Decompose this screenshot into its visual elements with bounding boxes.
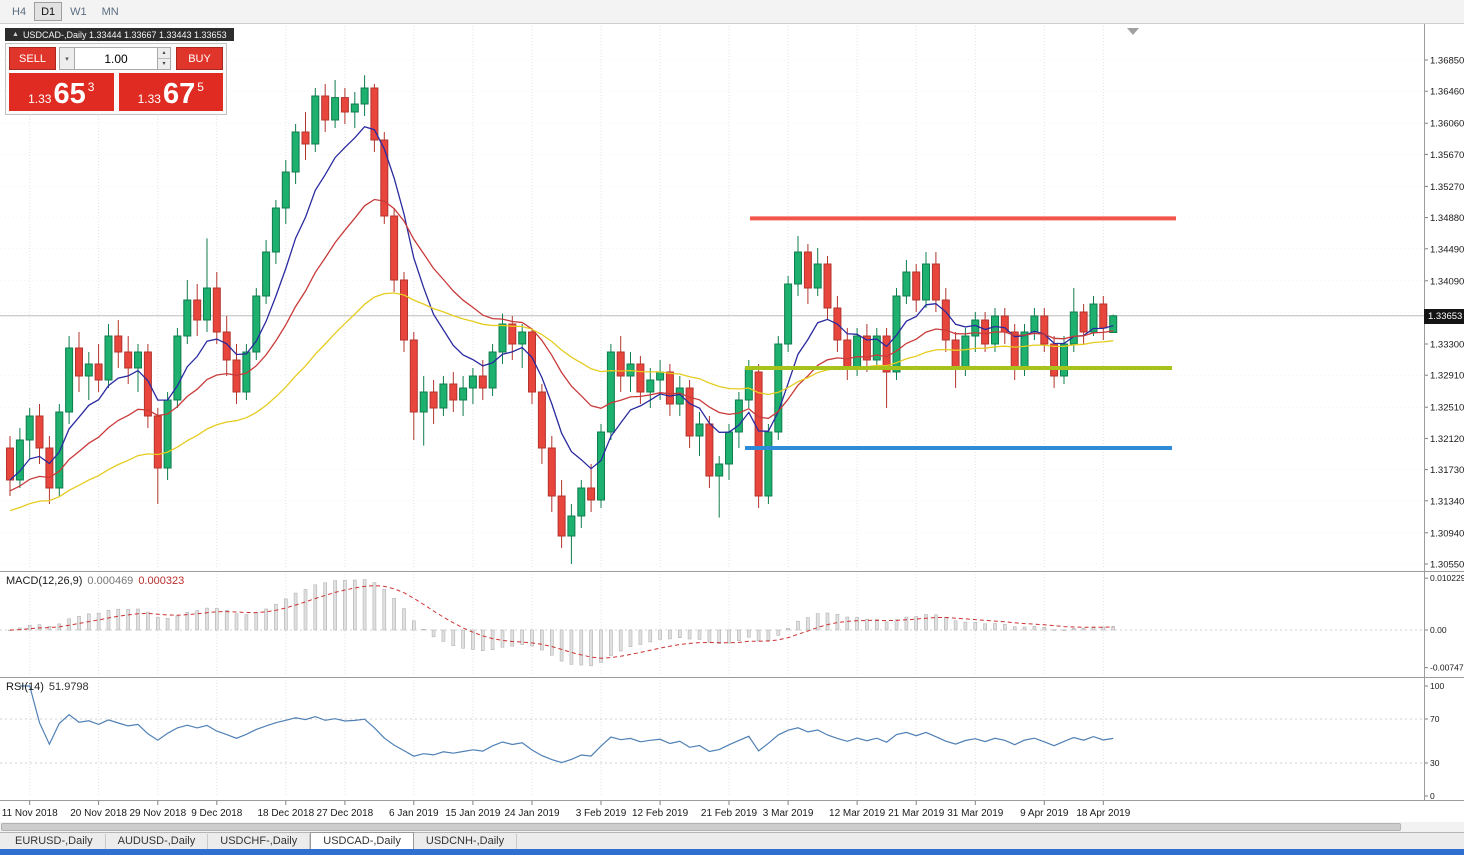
- svg-text:1.30550: 1.30550: [1430, 560, 1464, 571]
- svg-text:1.31730: 1.31730: [1430, 465, 1464, 476]
- svg-text:0: 0: [1430, 791, 1435, 801]
- trend-lines: [745, 28, 1176, 450]
- chart-h-scrollbar: [0, 822, 1464, 832]
- buy-price-figure: 1.33: [137, 92, 161, 106]
- svg-text:1.34490: 1.34490: [1430, 244, 1464, 255]
- macd-indicator-label: MACD(12,26,9) 0.000469 0.000323: [6, 575, 184, 587]
- buy-price-point: 5: [197, 80, 204, 94]
- rsi-name: RSI(14): [6, 681, 44, 693]
- buy-price-display[interactable]: 1.33 67 5: [118, 73, 223, 111]
- panel-separators: [0, 24, 1464, 801]
- svg-text:0.00: 0.00: [1430, 625, 1447, 635]
- rsi-value: 51.9798: [48, 681, 89, 693]
- svg-text:1.32120: 1.32120: [1430, 434, 1464, 445]
- rsi-indicator-label: RSI(14) 51.9798: [6, 681, 89, 693]
- symbol-ohlc-text: USDCAD-,Daily 1.33444 1.33667 1.33443 1.…: [22, 29, 227, 40]
- svg-text:0.010229: 0.010229: [1430, 573, 1464, 583]
- tab-usdchf-daily[interactable]: USDCHF-,Daily: [208, 834, 311, 849]
- sell-price-pips: 65: [53, 78, 86, 110]
- svg-text:15 Jan 2019: 15 Jan 2019: [445, 808, 500, 819]
- svg-text:1.34090: 1.34090: [1430, 276, 1464, 287]
- svg-text:20 Nov 2018: 20 Nov 2018: [70, 808, 127, 819]
- arrow-down-icon: ▾: [162, 61, 166, 67]
- chevron-down-icon: ▾: [65, 55, 69, 63]
- symbol-ohlc-header[interactable]: ▲ USDCAD-,Daily 1.33444 1.33667 1.33443 …: [5, 28, 234, 41]
- svg-text:31 Mar 2019: 31 Mar 2019: [947, 808, 1004, 819]
- lot-size-input[interactable]: [75, 47, 158, 70]
- status-strip: [0, 849, 1464, 855]
- macd-main-value: 0.000469: [87, 575, 134, 587]
- tab-audusd-daily[interactable]: AUDUSD-,Daily: [106, 834, 209, 849]
- svg-text:3 Feb 2019: 3 Feb 2019: [576, 808, 627, 819]
- one-click-trading-panel: SELL ▾ ▴ ▾ BUY 1.33 65 3 1.33 67 5: [5, 43, 227, 115]
- lot-decrease-button[interactable]: ▾: [158, 59, 170, 69]
- tab-eurusd-daily[interactable]: EURUSD-,Daily: [3, 834, 106, 849]
- svg-text:100: 100: [1430, 681, 1444, 691]
- svg-text:1.36060: 1.36060: [1430, 119, 1464, 130]
- svg-text:27 Dec 2018: 27 Dec 2018: [317, 808, 374, 819]
- svg-text:18 Apr 2019: 18 Apr 2019: [1076, 808, 1130, 819]
- chart-tabs-bar: EURUSD-,Daily AUDUSD-,Daily USDCHF-,Dail…: [0, 832, 1464, 850]
- svg-text:29 Nov 2018: 29 Nov 2018: [129, 808, 186, 819]
- svg-text:6 Jan 2019: 6 Jan 2019: [389, 808, 439, 819]
- chart-shift-marker[interactable]: [1127, 28, 1139, 35]
- timeframe-button-w1[interactable]: W1: [63, 2, 94, 21]
- time-axis: 11 Nov 2018 20 Nov 2018 29 Nov 2018 9 Dec 2…: [2, 801, 1131, 819]
- buy-price-pips: 67: [162, 78, 196, 110]
- tab-usdcad-daily[interactable]: USDCAD-,Daily: [310, 832, 414, 850]
- svg-text:1.30940: 1.30940: [1430, 528, 1464, 539]
- svg-text:1.36850: 1.36850: [1430, 56, 1464, 67]
- svg-text:11 Nov 2018: 11 Nov 2018: [2, 808, 58, 819]
- arrow-up-icon: ▴: [162, 50, 166, 56]
- trade-controls-row: SELL ▾ ▴ ▾ BUY: [9, 47, 223, 70]
- svg-text:9 Dec 2018: 9 Dec 2018: [191, 808, 243, 819]
- rsi-panel: 100 70 30 0: [0, 681, 1444, 801]
- grid-layer: [0, 26, 1424, 797]
- svg-text:30: 30: [1430, 758, 1440, 768]
- collapse-arrow-icon: ▲: [12, 31, 19, 38]
- svg-text:1.35670: 1.35670: [1430, 150, 1464, 161]
- tab-usdcnh-daily[interactable]: USDCNH-,Daily: [414, 834, 518, 849]
- sell-price-figure: 1.33: [28, 92, 52, 106]
- svg-text:3 Mar 2019: 3 Mar 2019: [763, 808, 814, 819]
- timeframe-toolbar: H4 D1 W1 MN: [0, 0, 1464, 24]
- svg-text:24 Jan 2019: 24 Jan 2019: [504, 808, 559, 819]
- svg-text:1.36460: 1.36460: [1430, 87, 1464, 98]
- timeframe-button-d1[interactable]: D1: [34, 2, 63, 21]
- sell-button[interactable]: SELL: [9, 47, 56, 70]
- macd-name: MACD(12,26,9): [6, 575, 83, 587]
- svg-text:1.31340: 1.31340: [1430, 496, 1464, 507]
- trade-prices-row: 1.33 65 3 1.33 67 5: [9, 73, 223, 111]
- scrollbar-thumb[interactable]: [1, 823, 1401, 831]
- svg-text:9 Apr 2019: 9 Apr 2019: [1020, 808, 1069, 819]
- svg-text:12 Mar 2019: 12 Mar 2019: [829, 808, 886, 819]
- macd-panel: 0.010229 0.00 -0.007477: [0, 573, 1464, 673]
- macd-signal-value: 0.000323: [138, 575, 185, 587]
- svg-text:21 Mar 2019: 21 Mar 2019: [888, 808, 945, 819]
- lot-dropdown-button[interactable]: ▾: [59, 47, 75, 70]
- svg-text:21 Feb 2019: 21 Feb 2019: [701, 808, 758, 819]
- sell-price-display[interactable]: 1.33 65 3: [9, 73, 114, 111]
- svg-text:1.34880: 1.34880: [1430, 213, 1464, 224]
- svg-text:1.32910: 1.32910: [1430, 371, 1464, 382]
- svg-text:12 Feb 2019: 12 Feb 2019: [632, 808, 689, 819]
- svg-text:1.35270: 1.35270: [1430, 182, 1464, 193]
- svg-text:1.33300: 1.33300: [1430, 340, 1464, 351]
- timeframe-button-h4[interactable]: H4: [5, 2, 33, 21]
- svg-text:-0.007477: -0.007477: [1430, 663, 1464, 673]
- svg-text:70: 70: [1430, 714, 1440, 724]
- moving-averages: [9, 125, 1114, 512]
- sell-price-point: 3: [87, 80, 95, 94]
- candles-layer: [6, 75, 1118, 564]
- svg-text:18 Dec 2018: 18 Dec 2018: [257, 808, 314, 819]
- buy-button[interactable]: BUY: [176, 47, 223, 70]
- lot-spinner: ▴ ▾: [158, 47, 171, 70]
- lot-increase-button[interactable]: ▴: [158, 48, 170, 59]
- svg-text:1.32510: 1.32510: [1430, 403, 1464, 414]
- timeframe-button-mn[interactable]: MN: [95, 2, 126, 21]
- current-price-tag: 1.33653: [1424, 309, 1464, 324]
